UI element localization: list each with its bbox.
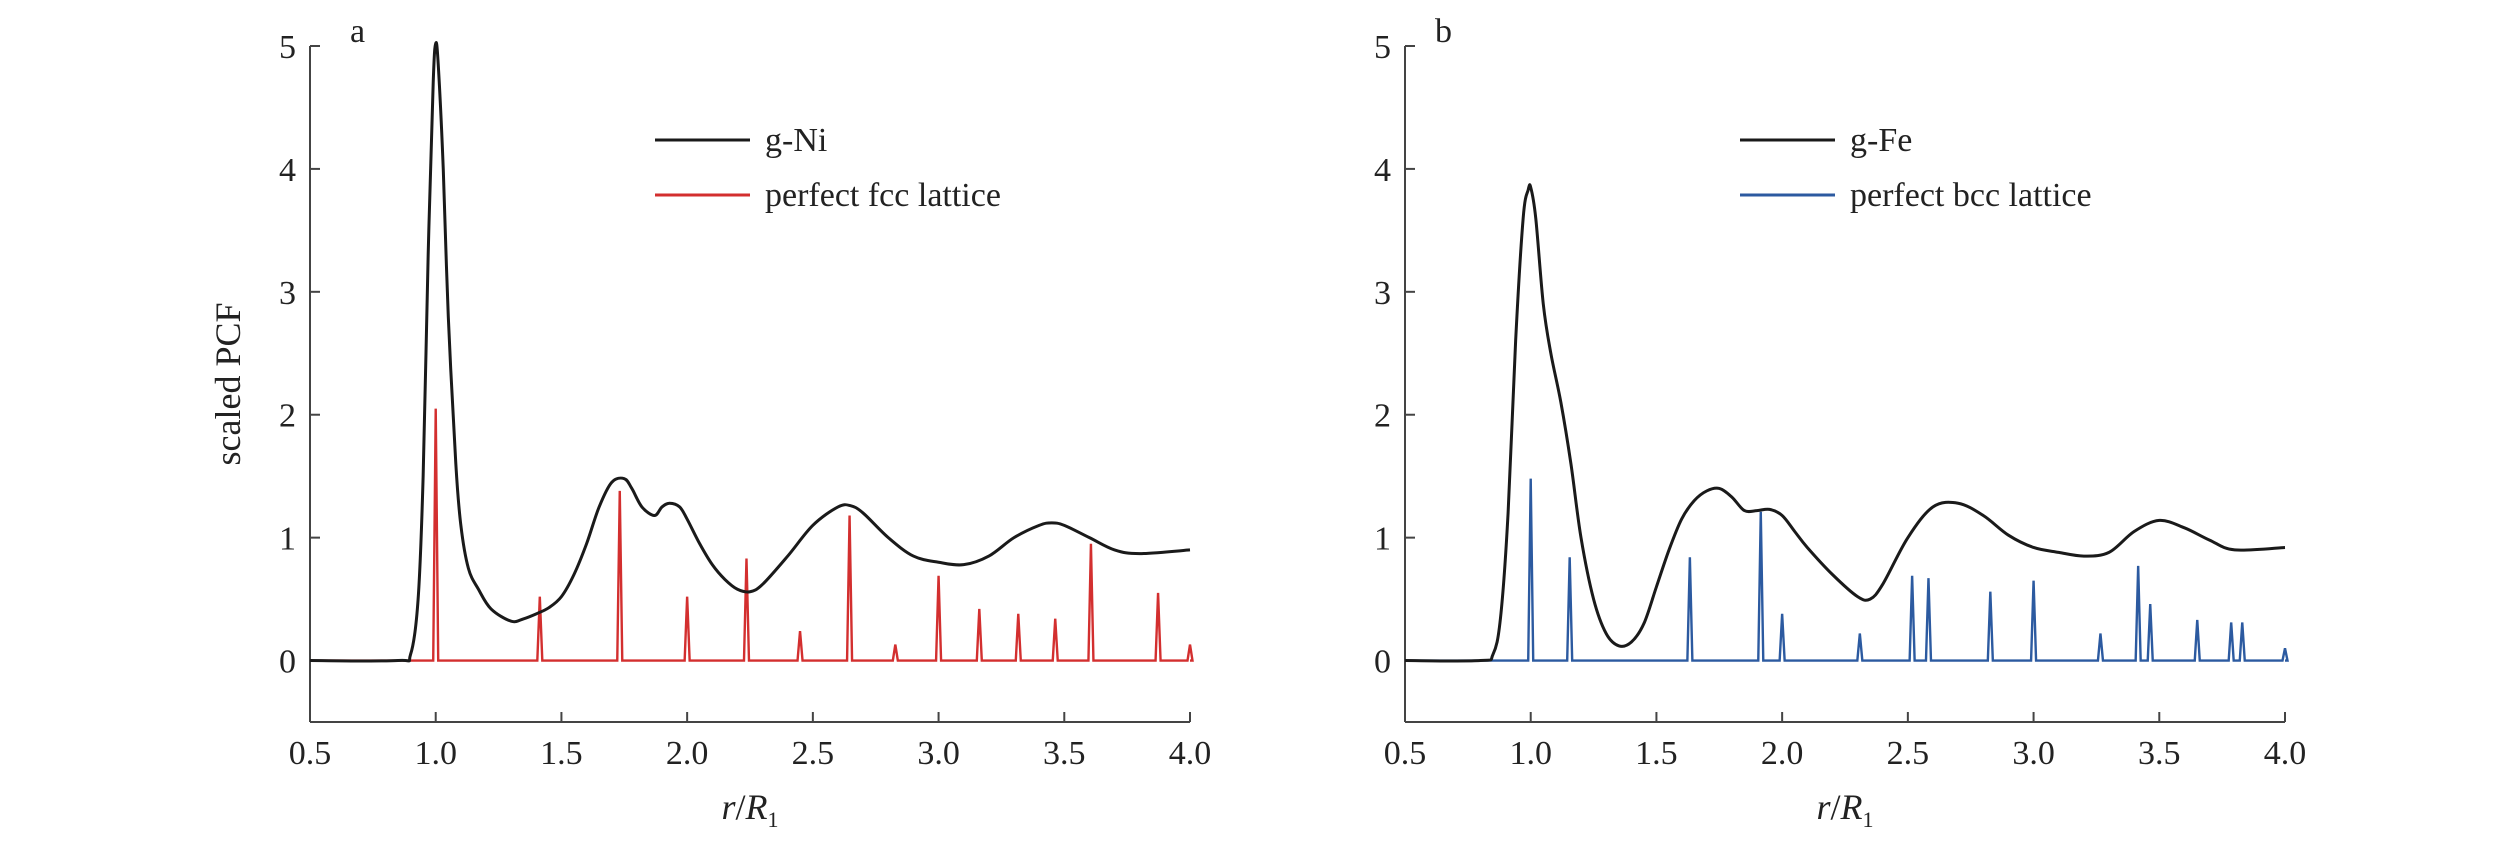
x-tick-label: 0.5 [1384, 735, 1427, 772]
y-tick-label: 5 [1374, 29, 1391, 66]
x-axis-label-subscript: 1 [768, 807, 779, 832]
panel-label: b [1435, 13, 1452, 50]
lattice-series-line [1405, 478, 2289, 662]
panel-a: 0.5 1.0 1.5 2.0 2.5 3.0 3.5 4.0 0 1 2 3 4 5 a scaled PC… [208, 13, 1211, 832]
x-tick-label: 0.5 [289, 735, 332, 772]
pcf-series-line [1404, 183, 2286, 663]
x-tick-label: 2.0 [1761, 735, 1804, 772]
x-tick-label: 2.5 [792, 735, 835, 772]
y-tick-label: 3 [279, 275, 296, 312]
legend-label-pcf: g-Ni [765, 122, 827, 159]
x-tick-label: 1.5 [1635, 735, 1678, 772]
x-axis-label: r/R1 [721, 787, 778, 832]
x-axis-label-subscript: 1 [1863, 807, 1874, 832]
x-tick-label: 4.0 [1169, 735, 1212, 772]
x-tick-label: 1.5 [540, 735, 583, 772]
y-tick-label: 5 [279, 29, 296, 66]
y-tick-label: 1 [279, 521, 296, 558]
pcf-series-line [309, 41, 1191, 663]
x-tick-label: 3.0 [2012, 735, 2055, 772]
y-tick-label: 2 [279, 398, 296, 435]
x-axis-label-var-R: R [745, 787, 768, 827]
x-tick-label: 1.0 [414, 735, 457, 772]
x-axis-label-sep: / [736, 787, 746, 827]
x-tick-label: 2.5 [1887, 735, 1930, 772]
y-tick-label: 0 [279, 644, 296, 681]
x-axis-label-var-r: r [1816, 787, 1831, 827]
legend-label-lattice: perfect fcc lattice [765, 177, 1001, 214]
x-axis-label-var-r: r [721, 787, 736, 827]
x-axis-label: r/R1 [1816, 787, 1873, 832]
legend-label-lattice: perfect bcc lattice [1850, 177, 2092, 214]
x-tick-label: 4.0 [2264, 735, 2307, 772]
y-tick-label: 4 [1374, 152, 1391, 189]
x-axis-label-var-R: R [1840, 787, 1863, 827]
lattice-series-line [310, 408, 1194, 662]
panel-label: a [350, 13, 365, 50]
y-tick-label: 3 [1374, 275, 1391, 312]
y-axis-label: scaled PCF [208, 302, 248, 465]
x-axis-label-sep: / [1831, 787, 1841, 827]
y-tick-label: 0 [1374, 644, 1391, 681]
x-tick-label: 1.0 [1509, 735, 1552, 772]
x-tick-label: 3.5 [2138, 735, 2181, 772]
y-tick-label: 1 [1374, 521, 1391, 558]
x-tick-label: 2.0 [666, 735, 709, 772]
x-tick-label: 3.5 [1043, 735, 1086, 772]
y-tick-label: 2 [1374, 398, 1391, 435]
y-tick-label: 4 [279, 152, 296, 189]
legend-label-pcf: g-Fe [1850, 122, 1912, 159]
x-tick-label: 3.0 [917, 735, 960, 772]
